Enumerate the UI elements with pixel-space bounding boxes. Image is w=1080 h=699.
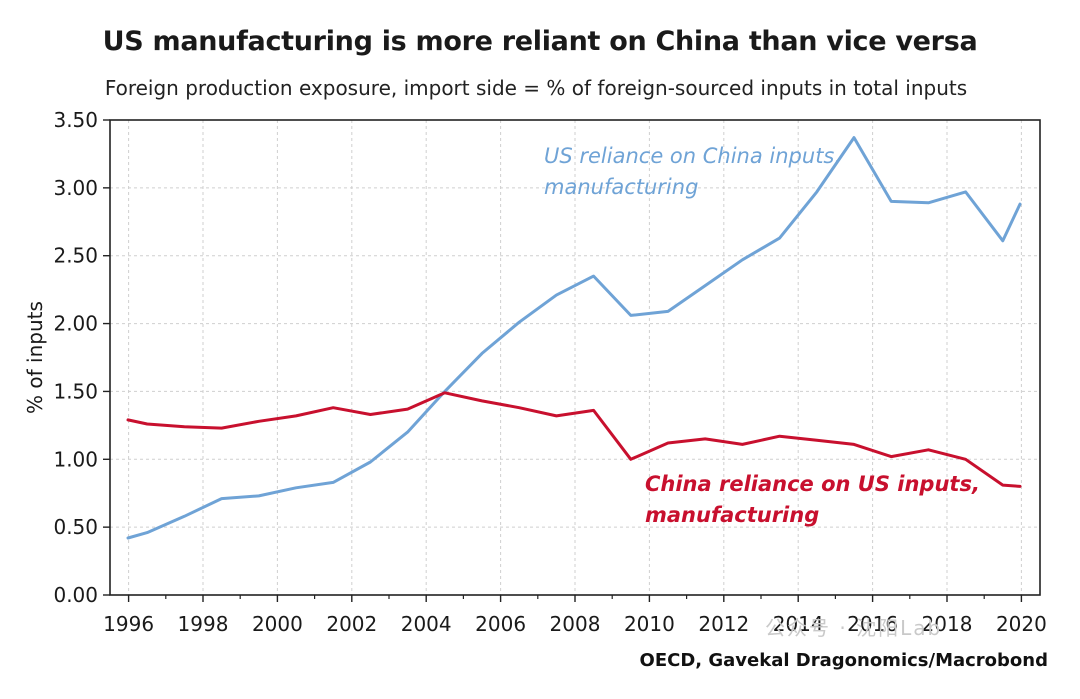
series-label-2: China reliance on US inputs,: [645, 472, 980, 496]
y-tick-label: 3.00: [53, 176, 98, 200]
y-tick-label: 1.00: [53, 447, 98, 471]
x-tick-label: 2004: [401, 612, 452, 636]
y-tick-label: 0.50: [53, 515, 98, 539]
series-line-2: [126, 391, 1022, 488]
x-tick-label: 2002: [326, 612, 377, 636]
x-tick-label: 2008: [550, 612, 601, 636]
y-tick-label: 2.00: [53, 312, 98, 336]
x-tick-label: 2018: [922, 612, 973, 636]
y-axis-label: % of inputs: [23, 301, 47, 414]
chart-title: US manufacturing is more reliant on Chin…: [102, 26, 978, 57]
x-tick-label: 2016: [847, 612, 898, 636]
series-label-1: manufacturing: [544, 175, 698, 199]
x-tick-label: 2020: [996, 612, 1047, 636]
series-lines: [126, 136, 1022, 540]
series-label-1: US reliance on China inputs,: [544, 144, 841, 168]
series-labels: US reliance on China inputs, manufacturin…: [544, 144, 980, 527]
source-note: OECD, Gavekal Dragonomics/Macrobond: [639, 650, 1048, 671]
x-tick-label: 2006: [475, 612, 526, 636]
x-tick-label: 1998: [178, 612, 229, 636]
x-tick-label: 1996: [103, 612, 154, 636]
x-tick-label: 2000: [252, 612, 303, 636]
series-label-2: manufacturing: [645, 503, 819, 527]
x-tick-label: 2014: [773, 612, 824, 636]
x-axis: 1996 1998 2000 2002 2004 2006 2008 2010 2012 2014…: [103, 595, 1047, 636]
x-tick-label: 2012: [698, 612, 749, 636]
chart-subtitle: Foreign production exposure, import side…: [104, 76, 968, 100]
y-axis: 0.00 0.50 1.00 1.50 2.00 2.50 3.00 3.50: [53, 108, 110, 607]
y-tick-label: 3.50: [53, 108, 98, 132]
y-tick-label: 0.00: [53, 583, 98, 607]
y-tick-label: 1.50: [53, 379, 98, 403]
series-line-1: [126, 136, 1022, 540]
y-tick-label: 2.50: [53, 244, 98, 268]
x-tick-label: 2010: [624, 612, 675, 636]
watermark: 公众号 · 沈阳Lab: [765, 616, 943, 640]
